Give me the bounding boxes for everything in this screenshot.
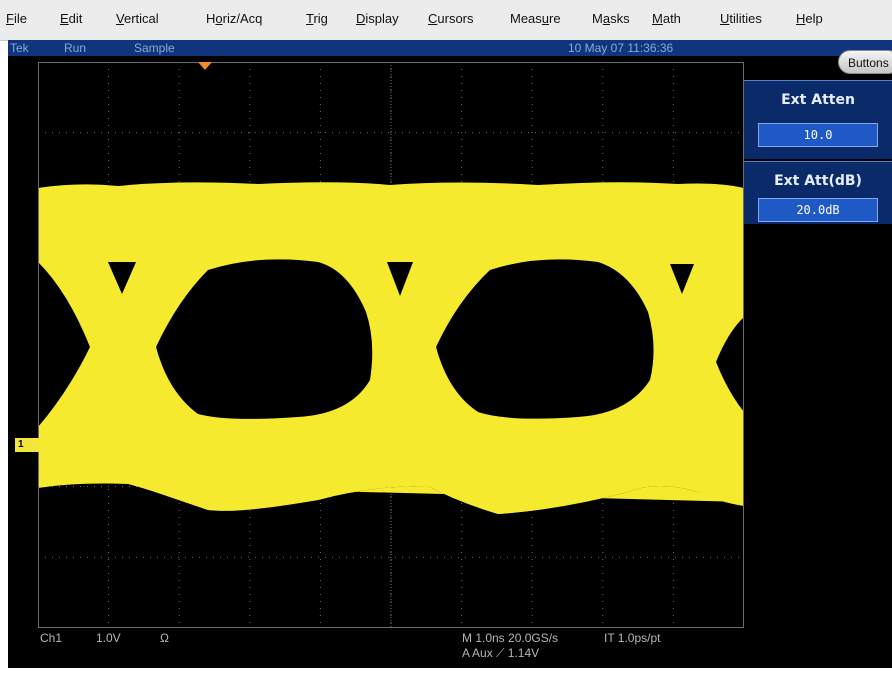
menu-item-measure[interactable]: Measure — [510, 11, 561, 26]
ext-att-db-title: Ext Att(dB) — [774, 173, 862, 189]
menu-item-help[interactable]: Help — [796, 11, 823, 26]
menu-item-display[interactable]: Display — [356, 11, 399, 26]
menu-item-masks[interactable]: Masks — [592, 11, 630, 26]
channel-1-ground-marker-icon[interactable]: 1 — [15, 438, 39, 452]
date-time: 10 May 07 11:36:36 — [568, 41, 674, 55]
waveform-graticule — [38, 62, 744, 628]
ext-att-db-field[interactable]: 20.0dB — [758, 198, 878, 222]
timebase-readout: M 1.0ns 20.0GS/s — [462, 631, 559, 645]
menu-item-horizacq[interactable]: Horiz/Acq — [206, 11, 263, 26]
menu-bar: File Edit Vertical Horiz/Acq Trig Display Curs… — [0, 0, 892, 41]
channel-marker-label: 1 — [18, 439, 24, 450]
coupling-symbol: Ω — [160, 631, 169, 645]
crossing-notch-1 — [108, 262, 136, 294]
trigger-readout: A Aux ⟋ 1.14V — [462, 646, 540, 660]
eye-opening-2 — [436, 259, 654, 419]
eye-opening-right — [716, 317, 744, 412]
menu-item-cursors[interactable]: Cursors — [428, 11, 474, 26]
menu-item-math[interactable]: Math — [652, 11, 681, 26]
control-panel: Ext Atten 10.0 Ext Att(dB) 20.0dB — [744, 74, 892, 668]
channel-label: Ch1 — [40, 631, 63, 645]
volts-per-div: 1.0V — [96, 631, 121, 645]
run-state: Run — [64, 41, 87, 55]
ext-atten-field[interactable]: 10.0 — [758, 123, 878, 147]
eye-bottom-dip — [138, 486, 744, 514]
graticule-border — [38, 62, 744, 628]
interpolation-readout: IT 1.0ps/pt — [604, 631, 661, 645]
buttons-toggle-button[interactable]: Buttons — [838, 50, 892, 74]
eye-opening-1 — [156, 259, 373, 419]
menu-item-edit[interactable]: Edit — [60, 11, 83, 26]
status-bar: Tek Run Sample 10 May 07 11:36:36 — [8, 40, 892, 56]
brand-label: Tek — [10, 41, 29, 55]
menu-item-utilities[interactable]: Utilities — [720, 11, 762, 26]
crossing-notch-2 — [387, 262, 413, 296]
menu-item-vertical[interactable]: Vertical — [116, 11, 159, 26]
eye-opening-left — [38, 262, 90, 427]
menu-item-trig[interactable]: Trig — [306, 11, 328, 26]
ext-atten-control[interactable]: Ext Atten 10.0 — [744, 80, 892, 159]
acquisition-mode: Sample — [134, 41, 175, 55]
ext-att-db-control[interactable]: Ext Att(dB) 20.0dB — [744, 161, 892, 224]
trigger-position-icon[interactable] — [198, 62, 212, 70]
menu-item-file[interactable]: File — [6, 11, 27, 26]
eye-diagram-trace — [38, 182, 744, 514]
crossing-notch-3 — [670, 264, 694, 294]
ext-atten-title: Ext Atten — [781, 92, 855, 108]
